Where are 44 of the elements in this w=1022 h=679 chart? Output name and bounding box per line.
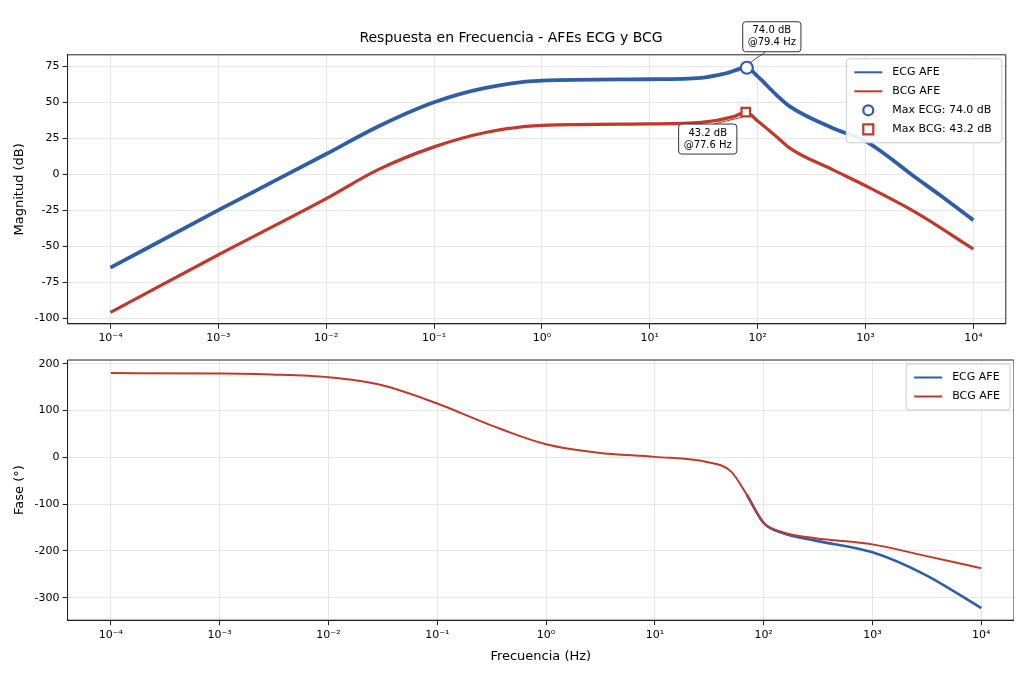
- x-tick-label: 10⁻³: [207, 627, 232, 641]
- legend-label: ECG AFE: [952, 370, 1000, 384]
- y-tick-label: -50: [41, 238, 60, 252]
- y-tick-label: 50: [45, 95, 60, 109]
- x-tick-label: 10¹: [640, 331, 659, 345]
- legend-label: Max BCG: 43.2 dB: [892, 122, 992, 136]
- y-tick-label: -25: [41, 203, 60, 217]
- x-tick-label: 10⁴: [972, 627, 992, 641]
- annotation: 74.0 dB @79.4 Hz: [747, 24, 796, 48]
- x-tick-label: 10³: [856, 331, 875, 345]
- x-tick-label: 10⁻³: [206, 331, 231, 345]
- legend-label: Max ECG: 74.0 dB: [892, 103, 992, 117]
- x-tick-label: 10⁻²: [314, 331, 339, 345]
- y-axis-title: Magnitud (dB): [11, 143, 27, 236]
- annotation: 43.2 dB @77.6 Hz: [683, 126, 732, 150]
- x-tick-label: 10⁰: [536, 627, 556, 641]
- y-tick-label: 75: [45, 59, 60, 73]
- x-tick-label: 10²: [748, 331, 767, 345]
- x-tick-label: 10³: [863, 627, 882, 641]
- legend-label: ECG AFE: [892, 65, 940, 79]
- y-tick-label: -300: [34, 590, 60, 604]
- y-tick-label: 100: [38, 403, 60, 417]
- y-tick-label: -200: [34, 543, 60, 557]
- y-tick-label: 200: [38, 356, 60, 370]
- y-tick-label: 0: [52, 167, 60, 181]
- y-tick-label: 25: [45, 131, 60, 145]
- y-tick-label: -100: [34, 310, 60, 324]
- x-tick-label: 10⁻¹: [421, 331, 447, 345]
- x-tick-label: 10⁻¹: [425, 627, 450, 641]
- chart-title: Respuesta en Frecuencia - AFEs ECG y BCG: [359, 29, 663, 46]
- x-tick-label: 10⁰: [532, 331, 552, 345]
- y-tick-label: -100: [34, 497, 60, 510]
- y-axis-title: Fase (°): [11, 465, 27, 516]
- x-tick-label: 10⁻⁴: [98, 627, 124, 641]
- y-tick-label: -75: [41, 274, 60, 288]
- y-tick-label: 0: [52, 450, 60, 464]
- x-axis-title: Frecuencia (Hz): [490, 647, 592, 663]
- legend-label: BCG AFE: [952, 389, 1001, 403]
- x-tick-label: 10¹: [645, 627, 665, 641]
- x-tick-label: 10⁻⁴: [98, 331, 124, 345]
- x-tick-label: 10⁻²: [316, 627, 341, 641]
- x-tick-label: 10⁴: [964, 331, 984, 345]
- x-tick-label: 10²: [754, 627, 773, 641]
- legend-label: BCG AFE: [892, 84, 941, 98]
